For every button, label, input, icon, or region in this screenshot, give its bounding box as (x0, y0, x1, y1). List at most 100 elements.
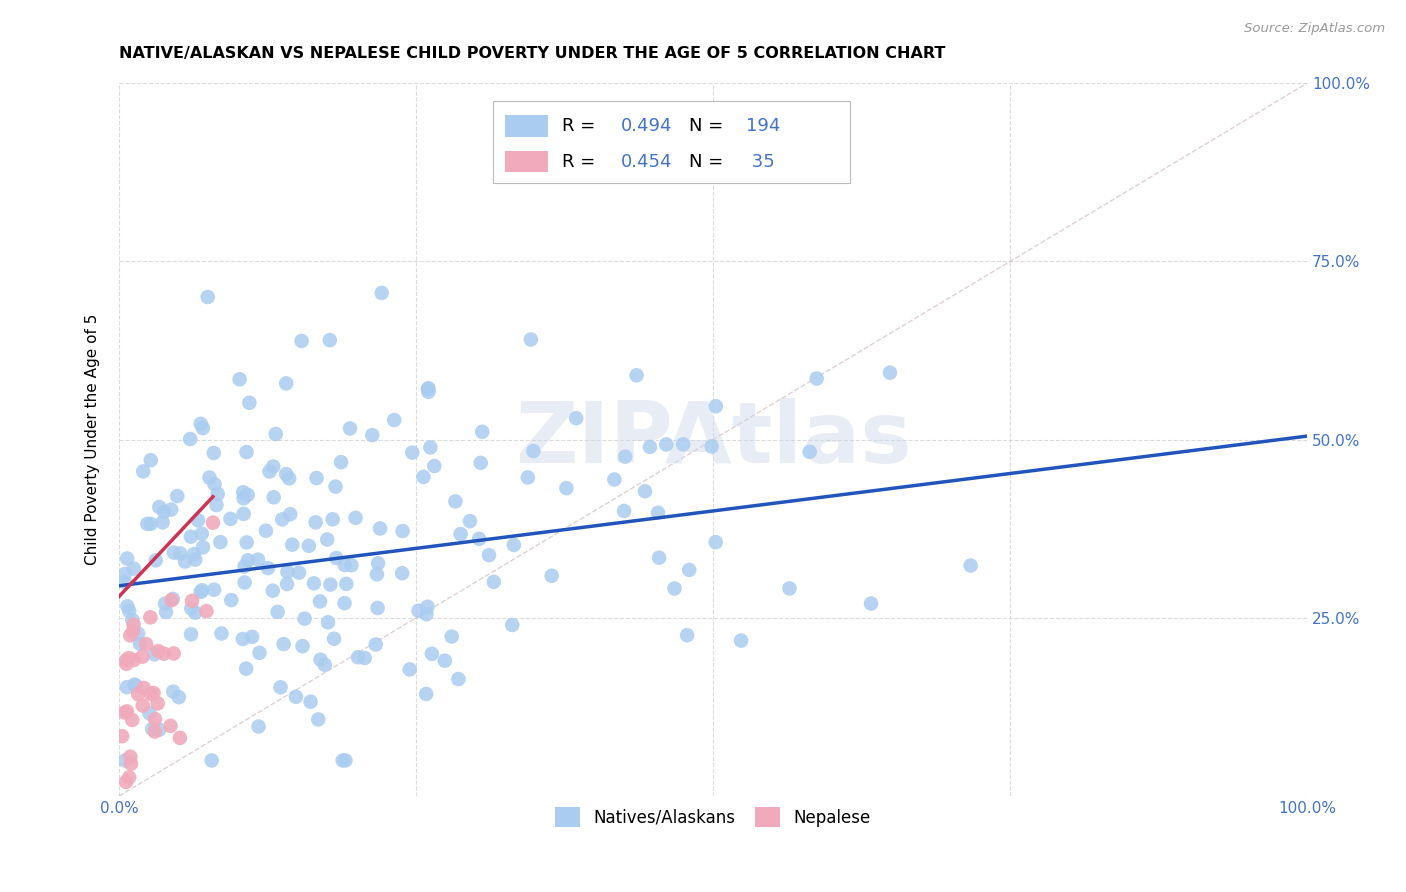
Point (233, 559, 256, 574)
Point (111, 729, 134, 743)
Point (115, 653, 138, 667)
Point (501, 618, 523, 632)
Point (219, 512, 242, 526)
Point (416, 599, 439, 614)
Point (141, 722, 163, 736)
Point (420, 647, 443, 661)
Point (291, 639, 314, 653)
Point (187, 513, 209, 527)
Point (271, 512, 294, 526)
Point (249, 646, 271, 660)
Point (240, 630, 263, 644)
Point (458, 514, 481, 528)
Point (121, 713, 143, 727)
Point (179, 432, 201, 446)
Point (502, 538, 524, 552)
Point (799, 445, 821, 459)
Point (155, 605, 177, 619)
Point (114, 754, 136, 768)
Point (184, 606, 207, 620)
Text: ZIPAtlas: ZIPAtlas (515, 398, 911, 481)
Point (143, 724, 166, 739)
Point (247, 720, 270, 734)
Point (879, 366, 901, 380)
Point (344, 510, 367, 524)
Point (391, 566, 413, 581)
Legend: Natives/Alaskans, Nepalese: Natives/Alaskans, Nepalese (548, 800, 877, 834)
Point (122, 624, 145, 638)
Point (704, 399, 727, 413)
Text: 194: 194 (747, 117, 780, 135)
Point (121, 613, 143, 627)
Point (806, 371, 828, 385)
Point (333, 558, 356, 572)
Point (180, 627, 202, 641)
Point (291, 334, 314, 348)
Point (202, 446, 225, 460)
Point (180, 530, 202, 544)
Point (335, 754, 357, 768)
Point (367, 601, 389, 615)
Point (366, 567, 388, 582)
Point (211, 626, 233, 640)
Point (190, 526, 212, 541)
Point (647, 506, 669, 520)
Point (136, 516, 159, 531)
Point (276, 467, 298, 482)
Point (468, 532, 491, 546)
Point (522, 444, 544, 458)
Point (264, 427, 287, 442)
Point (125, 679, 148, 693)
Point (142, 686, 165, 700)
Point (262, 459, 284, 474)
Point (700, 440, 723, 454)
Point (201, 754, 224, 768)
Point (278, 471, 301, 485)
Point (281, 538, 304, 552)
Point (307, 713, 329, 727)
Point (273, 637, 295, 651)
Point (447, 672, 470, 686)
Point (209, 535, 232, 549)
Point (135, 637, 157, 651)
Point (127, 687, 149, 701)
Point (205, 498, 228, 512)
Point (367, 557, 389, 571)
Point (120, 756, 142, 771)
Point (319, 333, 342, 347)
Point (319, 577, 342, 591)
Point (262, 583, 284, 598)
Point (450, 527, 472, 541)
Point (246, 552, 269, 566)
Point (370, 285, 392, 300)
Bar (505, 151, 548, 172)
Point (197, 290, 219, 304)
Point (184, 552, 207, 566)
Point (138, 706, 160, 721)
Point (191, 421, 214, 435)
Point (516, 470, 538, 484)
Point (232, 491, 254, 506)
Point (115, 705, 138, 719)
Point (638, 440, 661, 454)
Point (263, 491, 285, 505)
Point (603, 473, 626, 487)
Point (118, 651, 141, 665)
Point (114, 566, 136, 581)
Point (672, 437, 695, 451)
Point (166, 489, 188, 503)
Point (398, 663, 420, 677)
Point (278, 507, 301, 521)
Point (153, 505, 176, 519)
Point (153, 647, 176, 661)
Point (678, 563, 700, 577)
Point (276, 565, 298, 579)
Point (676, 628, 699, 642)
Point (195, 604, 218, 618)
Point (309, 594, 332, 608)
Point (122, 617, 145, 632)
Point (316, 533, 339, 547)
Point (419, 441, 441, 455)
Point (730, 633, 752, 648)
Point (860, 597, 883, 611)
